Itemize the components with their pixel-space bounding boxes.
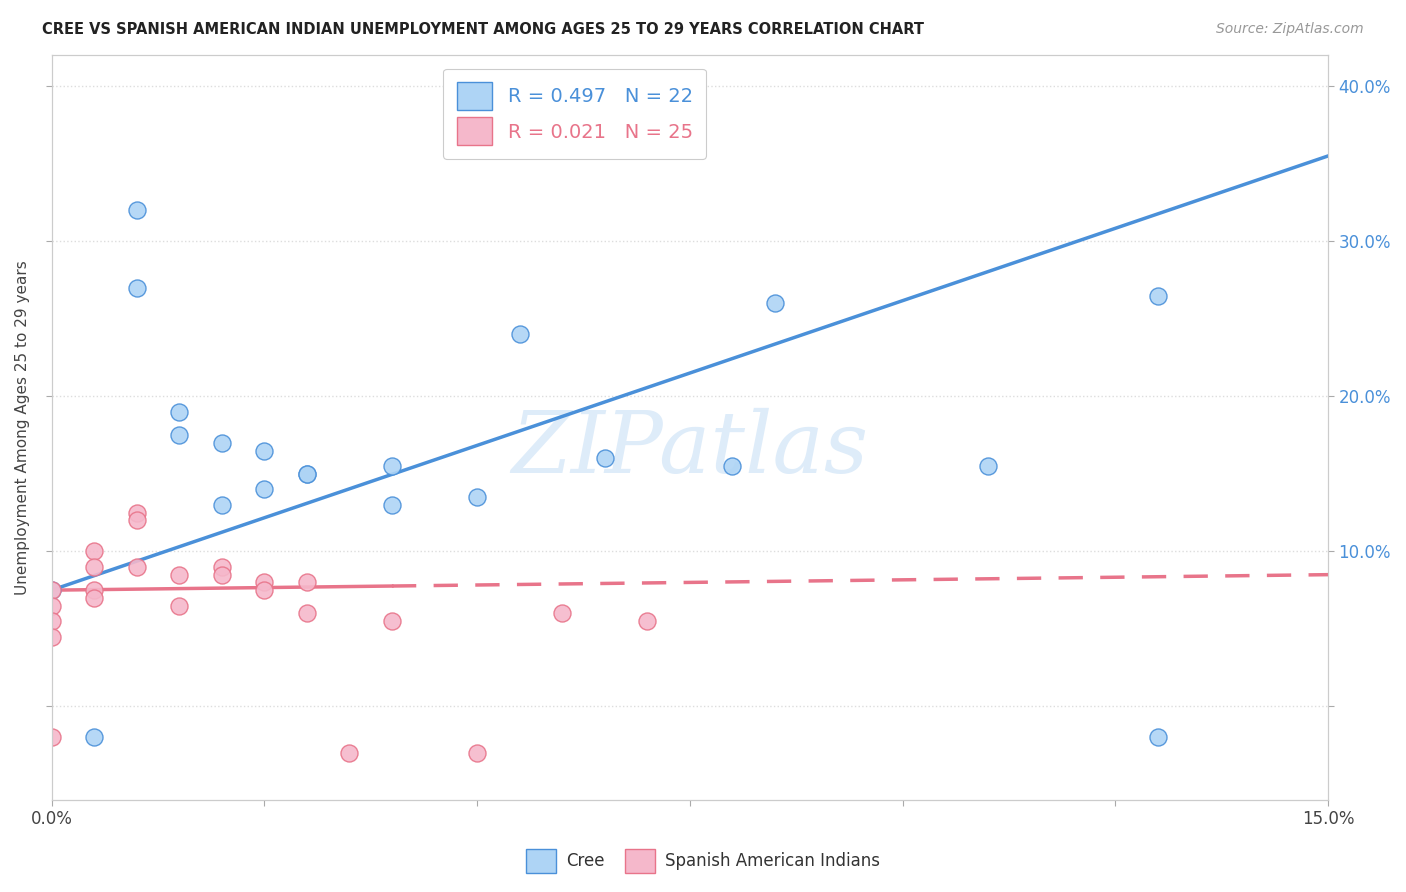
Point xyxy=(211,498,233,512)
Point xyxy=(295,575,318,590)
Point xyxy=(167,405,190,419)
Point xyxy=(83,560,105,574)
Legend: Cree, Spanish American Indians: Cree, Spanish American Indians xyxy=(520,842,886,880)
Point xyxy=(41,583,63,598)
Point xyxy=(1147,731,1170,745)
Legend: R = 0.497   N = 22, R = 0.021   N = 25: R = 0.497 N = 22, R = 0.021 N = 25 xyxy=(443,69,706,159)
Point xyxy=(125,560,148,574)
Point xyxy=(295,467,318,481)
Point xyxy=(636,614,658,628)
Point xyxy=(295,607,318,621)
Point xyxy=(211,560,233,574)
Point xyxy=(41,630,63,644)
Point xyxy=(83,544,105,558)
Point xyxy=(763,296,786,310)
Point xyxy=(337,746,360,760)
Point xyxy=(167,567,190,582)
Text: Source: ZipAtlas.com: Source: ZipAtlas.com xyxy=(1216,22,1364,37)
Text: CREE VS SPANISH AMERICAN INDIAN UNEMPLOYMENT AMONG AGES 25 TO 29 YEARS CORRELATI: CREE VS SPANISH AMERICAN INDIAN UNEMPLOY… xyxy=(42,22,924,37)
Point xyxy=(551,607,574,621)
Point xyxy=(593,451,616,466)
Point xyxy=(167,599,190,613)
Point xyxy=(41,583,63,598)
Point xyxy=(83,731,105,745)
Point xyxy=(295,467,318,481)
Point xyxy=(465,490,488,504)
Y-axis label: Unemployment Among Ages 25 to 29 years: Unemployment Among Ages 25 to 29 years xyxy=(15,260,30,595)
Point xyxy=(83,591,105,605)
Point xyxy=(253,583,276,598)
Point xyxy=(253,483,276,497)
Point xyxy=(1147,288,1170,302)
Point xyxy=(381,498,404,512)
Point xyxy=(253,443,276,458)
Point xyxy=(41,599,63,613)
Point xyxy=(976,459,998,474)
Point xyxy=(381,459,404,474)
Point xyxy=(83,583,105,598)
Point xyxy=(253,575,276,590)
Point xyxy=(381,614,404,628)
Point xyxy=(125,203,148,218)
Point xyxy=(125,506,148,520)
Point xyxy=(41,614,63,628)
Point xyxy=(721,459,744,474)
Point xyxy=(509,327,531,342)
Text: ZIPatlas: ZIPatlas xyxy=(512,409,869,491)
Point xyxy=(167,428,190,442)
Point xyxy=(125,513,148,527)
Point xyxy=(41,731,63,745)
Point xyxy=(211,567,233,582)
Point xyxy=(125,281,148,295)
Point xyxy=(211,435,233,450)
Point xyxy=(465,746,488,760)
